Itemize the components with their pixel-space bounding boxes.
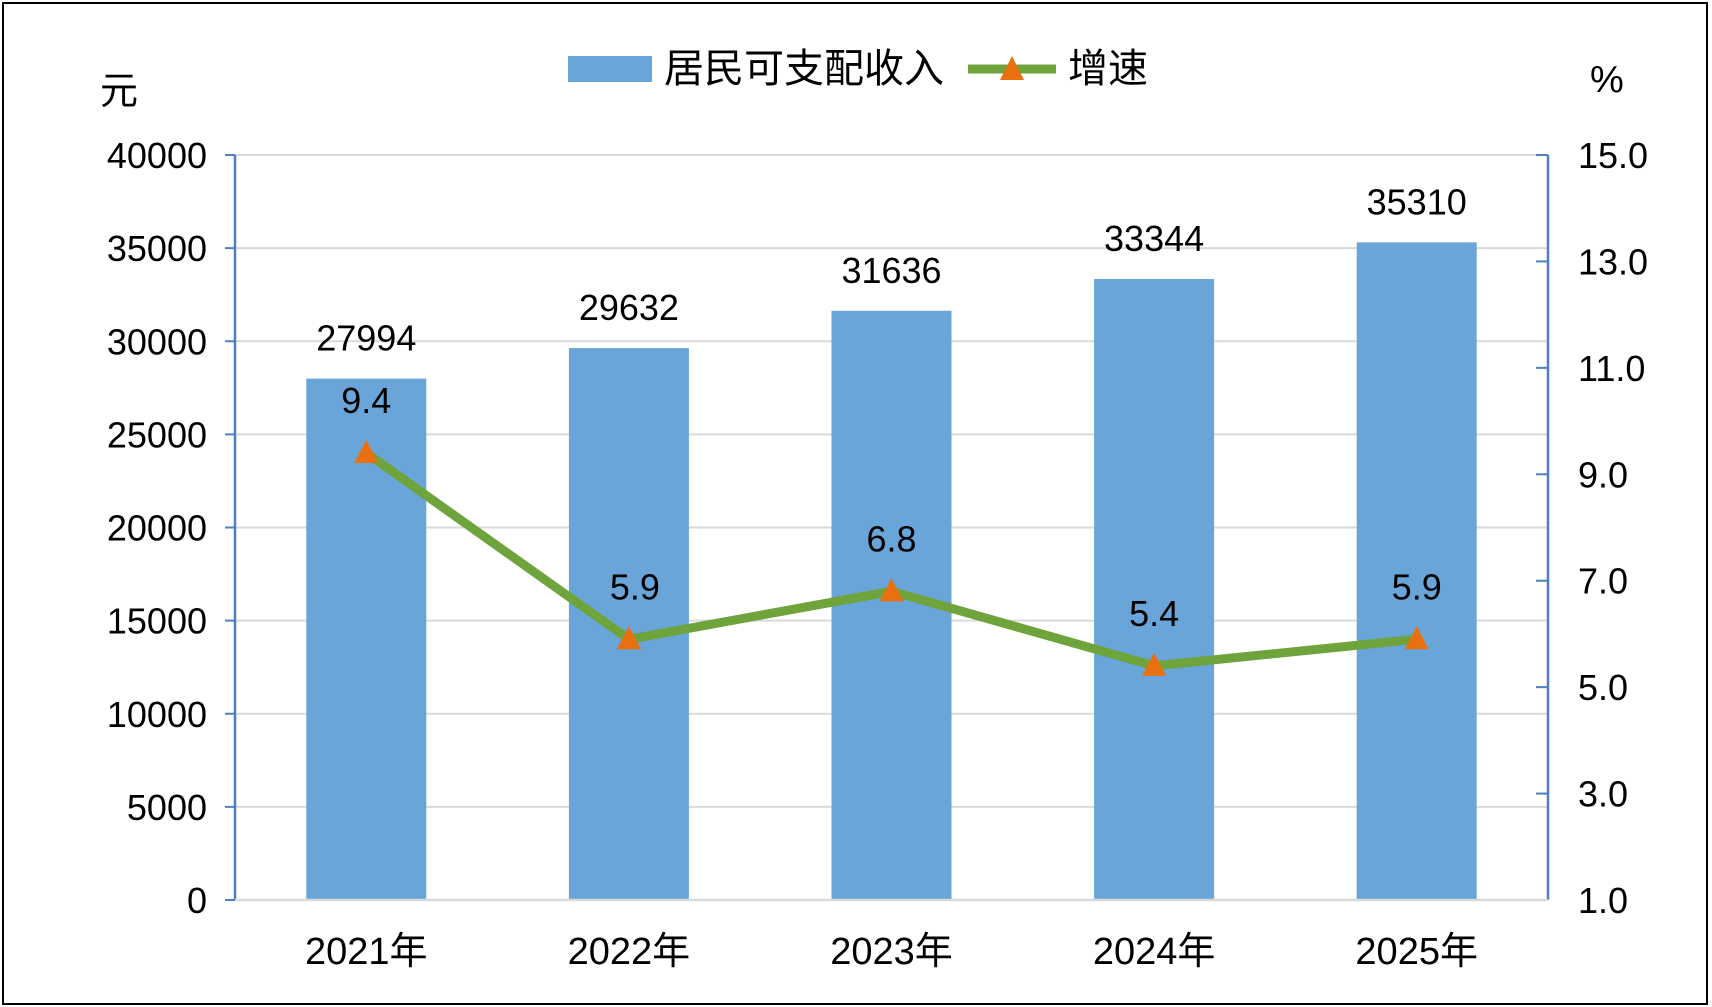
- right-tick-label: 5.0: [1578, 667, 1628, 708]
- legend-bar-label: 居民可支配收入: [664, 47, 944, 91]
- right-tick-label: 9.0: [1578, 454, 1628, 495]
- legend-line-label: 增速: [1068, 47, 1148, 91]
- left-tick-label: 0: [187, 880, 207, 921]
- growth-value-label: 5.9: [1392, 566, 1442, 607]
- growth-value-label: 5.9: [610, 566, 660, 607]
- legend-bar-swatch: [568, 56, 652, 82]
- label-layer: 27994 29632 31636 33344 35310 2021年 2022年 2023年…: [305, 181, 1478, 973]
- left-axis-unit: 元: [100, 71, 138, 113]
- growth-value-label: 9.4: [341, 380, 391, 421]
- growth-marker: [1404, 626, 1429, 650]
- legend: 居民可支配收入 增速: [568, 47, 1148, 91]
- income-bar-value: 31636: [841, 250, 941, 291]
- income-bar-value: 27994: [316, 318, 416, 359]
- category-label: 2021年: [305, 931, 428, 973]
- left-tick-label: 10000: [107, 694, 207, 735]
- right-tick-label: 15.0: [1578, 135, 1648, 176]
- growth-marker: [879, 578, 904, 602]
- growth-value-label: 5.4: [1129, 593, 1179, 634]
- income-bar: [568, 348, 689, 900]
- axis-layer: 0 5000 10000 15000 20000 25000 30000 35000 40000…: [107, 135, 1648, 921]
- left-tick-label: 5000: [127, 787, 207, 828]
- income-bar: [1094, 278, 1215, 900]
- income-bar: [1356, 242, 1477, 900]
- category-label: 2025年: [1355, 931, 1478, 973]
- left-tick-label: 35000: [107, 228, 207, 269]
- growth-marker: [616, 626, 641, 650]
- income-bar: [306, 378, 427, 900]
- right-tick-label: 7.0: [1578, 561, 1628, 602]
- category-label: 2022年: [568, 931, 691, 973]
- left-tick-label: 20000: [107, 508, 207, 549]
- right-tick-label: 11.0: [1578, 348, 1645, 389]
- right-tick-label: 3.0: [1578, 774, 1628, 815]
- right-tick-label: 13.0: [1578, 241, 1648, 282]
- bar-layer: [306, 242, 1477, 900]
- right-axis-unit: %: [1590, 59, 1624, 101]
- growth-marker: [354, 440, 379, 463]
- left-tick-label: 25000: [107, 414, 207, 455]
- left-tick-label: 40000: [107, 135, 207, 176]
- right-tick-label: 1.0: [1578, 880, 1628, 921]
- growth-marker: [1142, 652, 1167, 676]
- category-label: 2024年: [1093, 931, 1216, 973]
- growth-value-label: 6.8: [866, 518, 916, 559]
- category-label: 2023年: [830, 931, 953, 973]
- income-bar-value: 29632: [579, 287, 679, 328]
- legend-line-marker: [1000, 56, 1024, 80]
- line-layer: [354, 440, 1429, 676]
- income-bar-value: 35310: [1367, 181, 1467, 222]
- income-bar-value: 33344: [1104, 218, 1204, 259]
- left-tick-label: 15000: [107, 601, 207, 642]
- left-tick-label: 30000: [107, 321, 207, 362]
